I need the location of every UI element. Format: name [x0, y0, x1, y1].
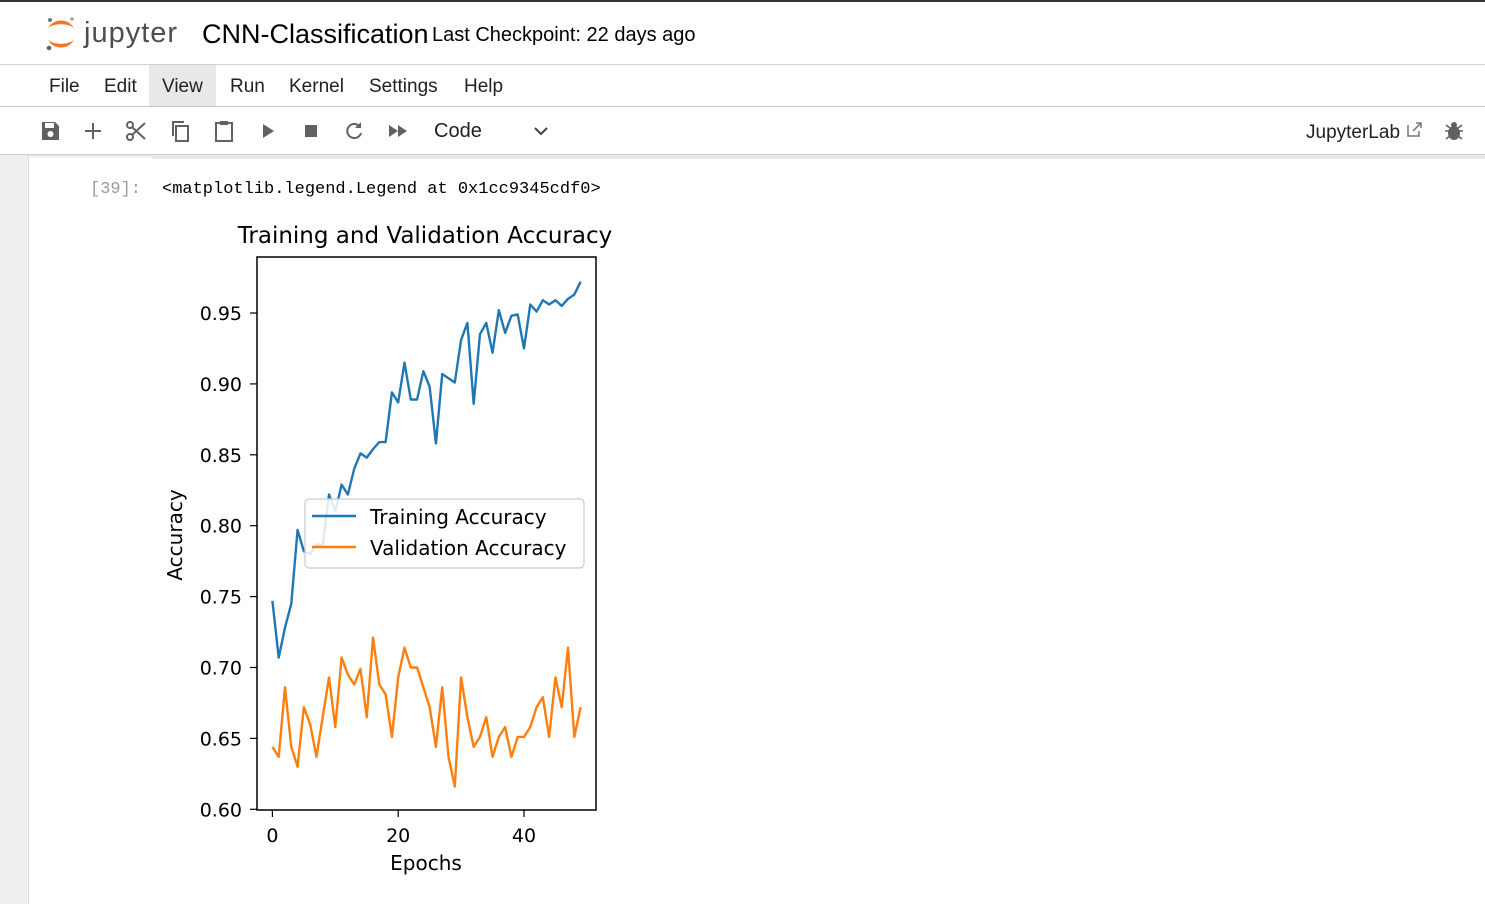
- menu-edit[interactable]: Edit: [104, 76, 137, 97]
- y-axis-label: Accuracy: [163, 489, 187, 580]
- notebook-title[interactable]: CNN-Classification: [202, 19, 429, 49]
- legend-label-training: Training Accuracy: [369, 505, 547, 529]
- run-icon[interactable]: [256, 119, 280, 143]
- y-tick-label: 0.80: [200, 516, 242, 538]
- legend-frame: [304, 498, 585, 569]
- x-tick-label: 40: [512, 825, 536, 847]
- stop-icon[interactable]: [299, 119, 323, 143]
- accuracy-chart: Training and Validation Accuracy 0.600.6…: [163, 223, 613, 875]
- jupyter-logo[interactable]: jupyter: [44, 16, 184, 56]
- chart-axes: 0.60 0.65 0.70 0.75 0.80 0.85 0.90 0.95 0 20 40: [200, 256, 597, 847]
- cell-separator: [152, 155, 1485, 159]
- menu-view[interactable]: View: [149, 65, 216, 106]
- jupyter-logo-text: jupyter: [84, 17, 179, 49]
- training-accuracy-line: [271, 281, 582, 659]
- window-top-border: [0, 0, 1485, 2]
- restart-icon[interactable]: [342, 119, 366, 143]
- validation-accuracy-line: [271, 636, 582, 788]
- x-tick-label: 0: [266, 825, 278, 847]
- cut-icon[interactable]: [124, 119, 148, 143]
- external-link-icon[interactable]: [1406, 121, 1423, 138]
- menu-kernel[interactable]: Kernel: [289, 76, 344, 97]
- y-tick-label: 0.90: [200, 374, 242, 396]
- menu-settings[interactable]: Settings: [369, 76, 438, 97]
- chevron-down-icon[interactable]: [532, 122, 550, 140]
- chart-legend: Training Accuracy Validation Accuracy: [304, 498, 585, 569]
- jupyter-logo-icon: [46, 17, 74, 51]
- x-tick-label: 20: [386, 825, 410, 847]
- menu-run[interactable]: Run: [230, 76, 265, 97]
- cell-type-select[interactable]: Code: [434, 120, 482, 142]
- open-in-jupyterlab-link[interactable]: JupyterLab: [1306, 122, 1401, 143]
- cell-collapser-strip[interactable]: [0, 155, 29, 904]
- menu-bar: File Edit View Run Kernel Settings Help: [0, 65, 1485, 107]
- save-icon[interactable]: [38, 119, 62, 143]
- notebook-header: jupyter CNN-Classification Last Checkpoi…: [0, 2, 1485, 65]
- notebook-toolbar: Code JupyterLab: [0, 107, 1485, 155]
- output-prompt: [39]:: [90, 180, 142, 199]
- menu-file[interactable]: File: [49, 76, 80, 97]
- y-tick-label: 0.70: [200, 657, 242, 679]
- y-tick-label: 0.60: [200, 799, 242, 821]
- add-cell-icon[interactable]: [81, 119, 105, 143]
- y-tick-label: 0.95: [200, 303, 242, 325]
- chart-title: Training and Validation Accuracy: [237, 223, 613, 249]
- y-tick-label: 0.75: [200, 587, 242, 609]
- x-axis-label: Epochs: [390, 851, 462, 875]
- y-tick-label: 0.85: [200, 445, 242, 467]
- y-tick-label: 0.65: [200, 728, 242, 750]
- debugger-bug-icon[interactable]: [1443, 120, 1465, 142]
- legend-label-validation: Validation Accuracy: [370, 536, 567, 560]
- copy-icon[interactable]: [168, 119, 192, 143]
- run-all-icon[interactable]: [386, 119, 410, 143]
- last-checkpoint-status: Last Checkpoint: 22 days ago: [432, 24, 696, 46]
- paste-icon[interactable]: [212, 119, 236, 143]
- output-text: <matplotlib.legend.Legend at 0x1cc9345cd…: [162, 180, 601, 199]
- menu-help[interactable]: Help: [464, 76, 504, 97]
- plot-frame: [256, 256, 597, 811]
